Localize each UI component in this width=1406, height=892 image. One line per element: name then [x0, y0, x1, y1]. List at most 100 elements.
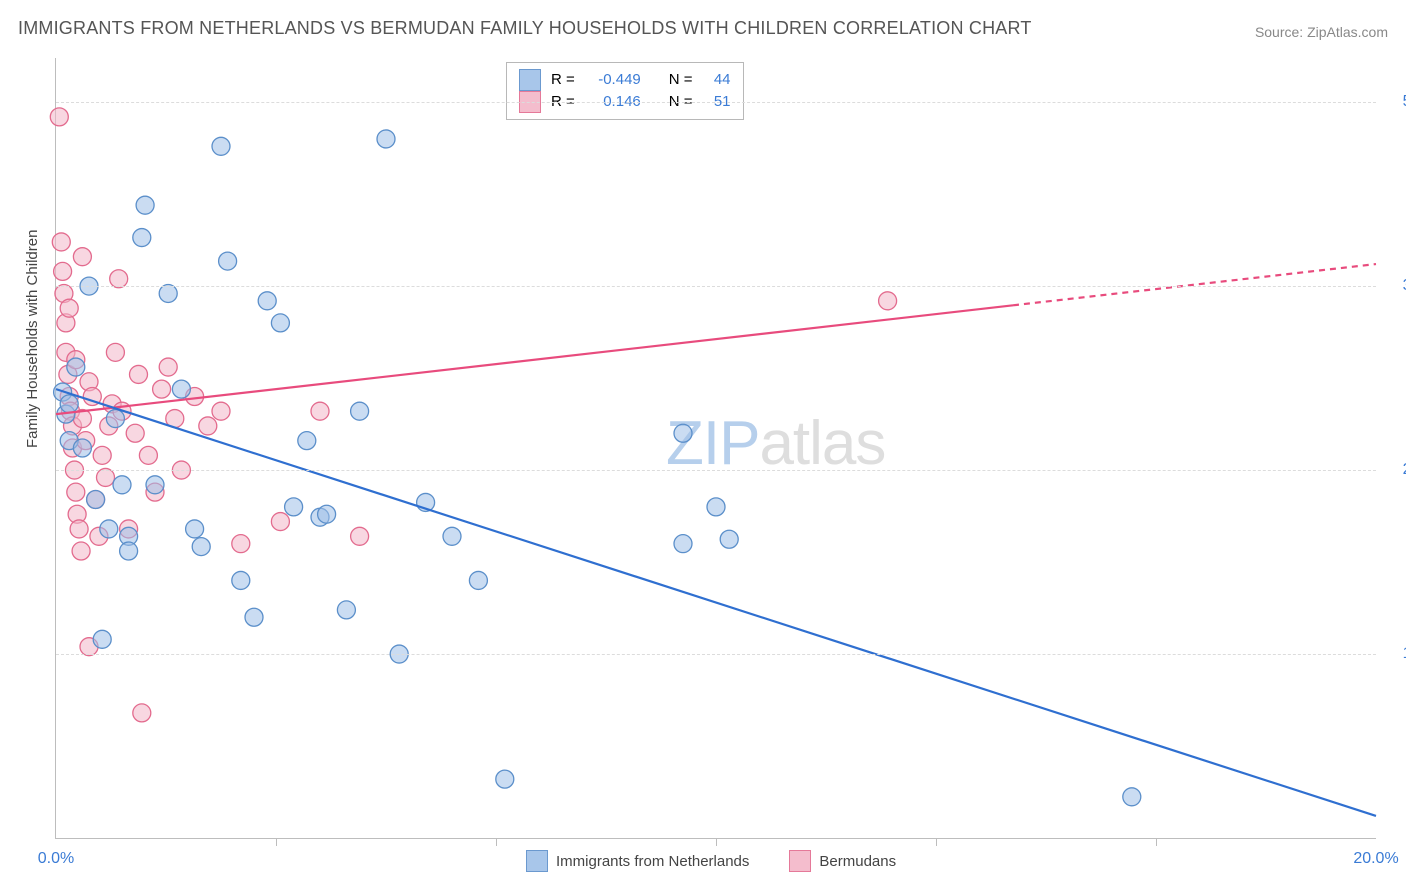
scatter-point	[110, 270, 128, 288]
scatter-point	[186, 520, 204, 538]
x-minor-tick	[276, 838, 277, 846]
scatter-point	[469, 571, 487, 589]
scatter-point	[271, 314, 289, 332]
scatter-point	[52, 233, 70, 251]
scatter-point	[318, 505, 336, 523]
scatter-point	[120, 542, 138, 560]
scatter-point	[720, 530, 738, 548]
scatter-point	[60, 299, 78, 317]
scatter-point	[212, 137, 230, 155]
scatter-point	[106, 410, 124, 428]
scatter-point	[106, 343, 124, 361]
gridline	[56, 654, 1376, 655]
source-name: ZipAtlas.com	[1307, 24, 1388, 40]
source-attribution: Source: ZipAtlas.com	[1255, 24, 1388, 40]
scatter-point	[73, 439, 91, 457]
scatter-point	[67, 483, 85, 501]
legend-item-b: Bermudans	[789, 850, 896, 872]
swatch-a	[519, 69, 541, 91]
scatter-point	[72, 542, 90, 560]
scatter-point	[232, 571, 250, 589]
x-minor-tick	[1156, 838, 1157, 846]
legend-label-b: Bermudans	[819, 853, 896, 870]
trend-line	[56, 305, 1013, 414]
scatter-point	[192, 538, 210, 556]
scatter-point	[67, 358, 85, 376]
swatch-b-bottom	[789, 850, 811, 872]
legend-correlation: R = -0.449 N = 44 R = 0.146 N = 51	[506, 62, 744, 120]
scatter-point	[73, 248, 91, 266]
scatter-point	[351, 527, 369, 545]
scatter-point	[70, 520, 88, 538]
legend-r-label: R =	[551, 69, 575, 91]
x-tick-label: 0.0%	[38, 850, 74, 868]
scatter-point	[298, 432, 316, 450]
scatter-point	[97, 468, 115, 486]
legend-label-a: Immigrants from Netherlands	[556, 853, 749, 870]
scatter-point	[136, 196, 154, 214]
scatter-point	[351, 402, 369, 420]
chart-title: IMMIGRANTS FROM NETHERLANDS VS BERMUDAN …	[18, 18, 1032, 39]
scatter-point	[159, 358, 177, 376]
scatter-point	[674, 535, 692, 553]
scatter-point	[133, 229, 151, 247]
gridline	[56, 470, 1376, 471]
plot-area: ZIPatlas R = -0.449 N = 44 R = 0.146 N =…	[55, 58, 1376, 839]
legend-n-label: N =	[669, 69, 693, 91]
x-minor-tick	[716, 838, 717, 846]
scatter-point	[245, 608, 263, 626]
legend-n-value-a: 44	[703, 69, 731, 91]
y-axis-label: Family Households with Children	[24, 230, 41, 448]
scatter-point	[212, 402, 230, 420]
scatter-point	[50, 108, 68, 126]
scatter-point	[146, 476, 164, 494]
gridline	[56, 286, 1376, 287]
scatter-point	[258, 292, 276, 310]
source-label: Source:	[1255, 24, 1307, 40]
scatter-point	[60, 395, 78, 413]
x-minor-tick	[496, 838, 497, 846]
scatter-point	[100, 520, 118, 538]
swatch-a-bottom	[526, 850, 548, 872]
x-tick-label: 20.0%	[1353, 850, 1398, 868]
scatter-point	[93, 630, 111, 648]
legend-r-value-a: -0.449	[585, 69, 641, 91]
scatter-point	[126, 424, 144, 442]
trend-line	[56, 389, 1376, 816]
scatter-point	[139, 446, 157, 464]
scatter-point	[879, 292, 897, 310]
y-tick-label: 25.0%	[1388, 461, 1406, 479]
scatter-point	[443, 527, 461, 545]
scatter-point	[271, 513, 289, 531]
scatter-point	[1123, 788, 1141, 806]
scatter-point	[337, 601, 355, 619]
scatter-point	[199, 417, 217, 435]
scatter-point	[496, 770, 514, 788]
scatter-point	[707, 498, 725, 516]
gridline	[56, 102, 1376, 103]
scatter-point	[87, 491, 105, 509]
legend-series: Immigrants from Netherlands Bermudans	[526, 850, 896, 872]
scatter-point	[311, 402, 329, 420]
scatter-point	[113, 476, 131, 494]
y-tick-label: 50.0%	[1388, 93, 1406, 111]
scatter-point	[133, 704, 151, 722]
scatter-point	[93, 446, 111, 464]
scatter-point	[54, 262, 72, 280]
scatter-point	[219, 252, 237, 270]
scatter-point	[159, 284, 177, 302]
scatter-point	[153, 380, 171, 398]
scatter-point	[377, 130, 395, 148]
y-tick-label: 12.5%	[1388, 645, 1406, 663]
scatter-point	[674, 424, 692, 442]
scatter-point	[172, 380, 190, 398]
y-tick-label: 37.5%	[1388, 277, 1406, 295]
trend-line-extrapolated	[1013, 264, 1376, 305]
scatter-point	[130, 365, 148, 383]
scatter-point	[285, 498, 303, 516]
legend-item-a: Immigrants from Netherlands	[526, 850, 749, 872]
x-minor-tick	[936, 838, 937, 846]
scatter-point	[232, 535, 250, 553]
chart-svg	[56, 58, 1376, 838]
legend-row-a: R = -0.449 N = 44	[519, 69, 731, 91]
